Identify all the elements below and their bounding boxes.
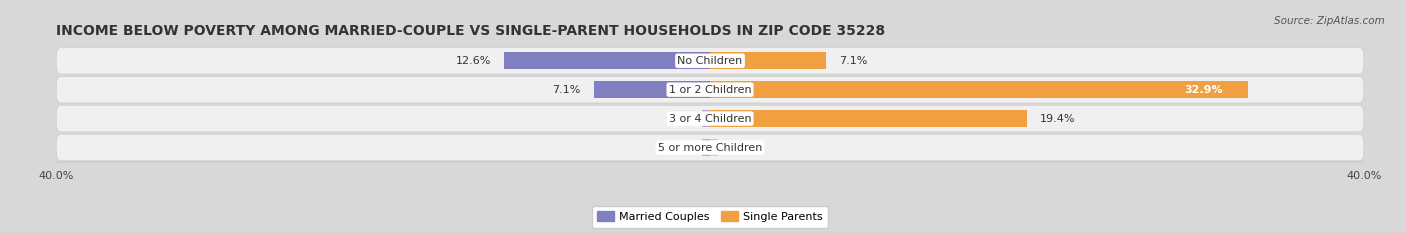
Text: 3 or 4 Children: 3 or 4 Children xyxy=(669,114,751,123)
FancyBboxPatch shape xyxy=(56,48,1364,74)
FancyBboxPatch shape xyxy=(56,76,1364,103)
Bar xyxy=(702,110,710,127)
Bar xyxy=(710,81,1247,98)
Text: 1 or 2 Children: 1 or 2 Children xyxy=(669,85,751,95)
Bar xyxy=(702,139,710,156)
Text: 7.1%: 7.1% xyxy=(553,85,581,95)
Bar xyxy=(710,52,827,69)
Text: INCOME BELOW POVERTY AMONG MARRIED-COUPLE VS SINGLE-PARENT HOUSEHOLDS IN ZIP COD: INCOME BELOW POVERTY AMONG MARRIED-COUPL… xyxy=(56,24,886,38)
Text: 0.0%: 0.0% xyxy=(727,143,755,153)
Text: 32.9%: 32.9% xyxy=(1185,85,1223,95)
Text: No Children: No Children xyxy=(678,56,742,66)
Text: 19.4%: 19.4% xyxy=(1040,114,1076,123)
Text: Source: ZipAtlas.com: Source: ZipAtlas.com xyxy=(1274,16,1385,26)
Text: 7.1%: 7.1% xyxy=(839,56,868,66)
Legend: Married Couples, Single Parents: Married Couples, Single Parents xyxy=(592,206,828,228)
Bar xyxy=(593,81,710,98)
Text: 0.0%: 0.0% xyxy=(665,143,693,153)
Text: 0.0%: 0.0% xyxy=(665,114,693,123)
FancyBboxPatch shape xyxy=(56,134,1364,161)
Bar xyxy=(505,52,710,69)
Bar xyxy=(710,139,718,156)
Bar xyxy=(710,110,1028,127)
Text: 12.6%: 12.6% xyxy=(456,56,491,66)
Text: 5 or more Children: 5 or more Children xyxy=(658,143,762,153)
FancyBboxPatch shape xyxy=(56,105,1364,132)
